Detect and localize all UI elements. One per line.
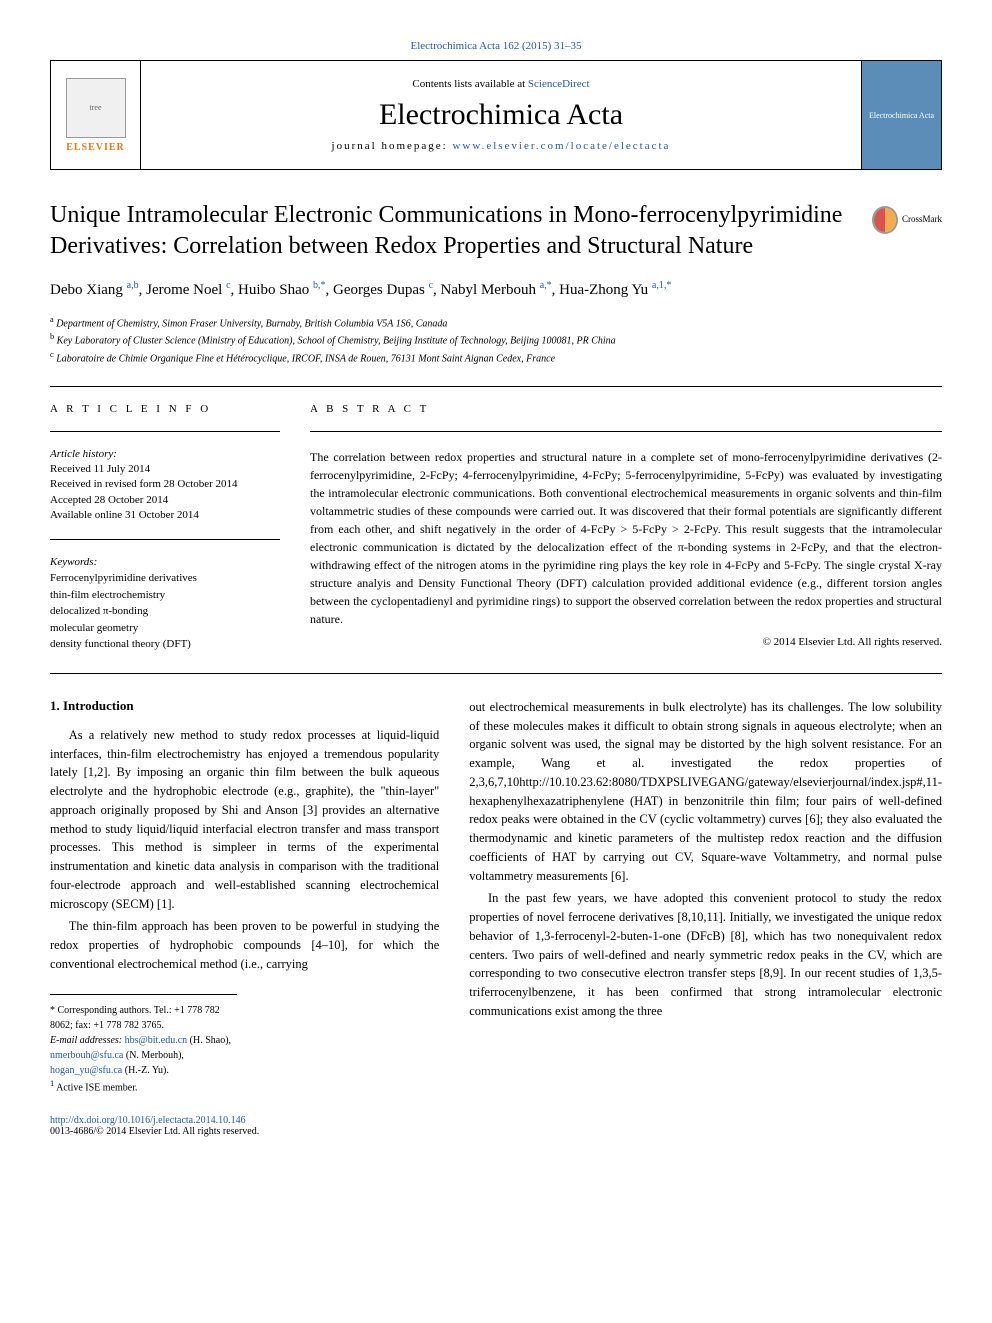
- body-column-left: 1. Introduction As a relatively new meth…: [50, 698, 439, 1095]
- abstract-text: The correlation between redox properties…: [310, 448, 942, 628]
- email-link-3[interactable]: hogan_yu@sfu.ca: [50, 1065, 122, 1076]
- keywords-list: Ferrocenylpyrimidine derivativesthin-fil…: [50, 570, 280, 653]
- body-columns: 1. Introduction As a relatively new meth…: [50, 698, 942, 1095]
- journal-ref-link[interactable]: Electrochimica Acta 162 (2015) 31–35: [410, 40, 581, 52]
- info-divider-2: [50, 539, 280, 540]
- contents-line: Contents lists available at ScienceDirec…: [151, 78, 851, 90]
- journal-reference: Electrochimica Acta 162 (2015) 31–35: [50, 40, 942, 52]
- title-text: Unique Intramolecular Electronic Communi…: [50, 202, 842, 259]
- doi-link[interactable]: http://dx.doi.org/10.1016/j.electacta.20…: [50, 1115, 246, 1126]
- sciencedirect-link[interactable]: ScienceDirect: [528, 78, 590, 90]
- abstract-divider: [310, 431, 942, 432]
- crossmark-icon: [872, 206, 898, 234]
- affiliation-c: c Laboratoire de Chimie Organique Fine e…: [50, 349, 942, 366]
- authors-line: Debo Xiang a,b, Jerome Noel c, Huibo Sha…: [50, 278, 942, 302]
- article-info-heading: A R T I C L E I N F O: [50, 403, 280, 415]
- journal-cover-thumbnail: Electrochimica Acta: [861, 61, 941, 169]
- body-p4: In the past few years, we have adopted t…: [469, 889, 942, 1020]
- corresponding-note: * Corresponding authors. Tel.: +1 778 78…: [50, 1003, 237, 1033]
- crossmark-badge[interactable]: CrossMark: [872, 200, 942, 240]
- affiliation-b: b Key Laboratory of Cluster Science (Min…: [50, 331, 942, 348]
- crossmark-label: CrossMark: [902, 214, 942, 226]
- body-p2: The thin-film approach has been proven t…: [50, 917, 439, 973]
- body-p3: out electrochemical measurements in bulk…: [469, 698, 942, 886]
- footnote-1: 1 Active ISE member.: [50, 1078, 237, 1095]
- article-title: Unique Intramolecular Electronic Communi…: [50, 200, 942, 262]
- divider-bottom: [50, 673, 942, 674]
- email-link-2[interactable]: nmerbouh@sfu.ca: [50, 1050, 123, 1061]
- email-label: E-mail addresses:: [50, 1035, 125, 1046]
- body-p1: As a relatively new method to study redo…: [50, 726, 439, 914]
- journal-title: Electrochimica Acta: [151, 98, 851, 132]
- elsevier-tree-icon: tree: [66, 78, 126, 138]
- history-label: Article history:: [50, 448, 280, 460]
- elsevier-text: ELSEVIER: [66, 142, 125, 153]
- keywords-label: Keywords:: [50, 556, 280, 568]
- abstract-heading: A B S T R A C T: [310, 403, 942, 415]
- email-line-2: hogan_yu@sfu.ca (H.-Z. Yu).: [50, 1063, 237, 1078]
- email-link-1[interactable]: hbs@bit.edu.cn: [125, 1035, 188, 1046]
- section-1-heading: 1. Introduction: [50, 698, 439, 714]
- homepage-line: journal homepage: www.elsevier.com/locat…: [151, 140, 851, 152]
- body-column-right: out electrochemical measurements in bulk…: [469, 698, 942, 1095]
- homepage-label: journal homepage:: [332, 140, 453, 152]
- abstract-copyright: © 2014 Elsevier Ltd. All rights reserved…: [310, 636, 942, 648]
- issn-line: 0013-4686/© 2014 Elsevier Ltd. All right…: [50, 1126, 259, 1137]
- header-center: Contents lists available at ScienceDirec…: [141, 68, 861, 162]
- contents-text: Contents lists available at: [412, 78, 527, 90]
- affiliations: a Department of Chemistry, Simon Fraser …: [50, 314, 942, 366]
- affiliation-a: a Department of Chemistry, Simon Fraser …: [50, 314, 942, 331]
- info-divider-1: [50, 431, 280, 432]
- email-line: E-mail addresses: hbs@bit.edu.cn (H. Sha…: [50, 1033, 237, 1063]
- journal-header: tree ELSEVIER Contents lists available a…: [50, 60, 942, 170]
- elsevier-logo: tree ELSEVIER: [51, 61, 141, 169]
- divider-top: [50, 386, 942, 387]
- abstract-column: A B S T R A C T The correlation between …: [310, 403, 942, 653]
- history-text: Received 11 July 2014Received in revised…: [50, 462, 280, 524]
- article-info-column: A R T I C L E I N F O Article history: R…: [50, 403, 280, 653]
- homepage-link[interactable]: www.elsevier.com/locate/electacta: [452, 140, 670, 152]
- info-abstract-row: A R T I C L E I N F O Article history: R…: [50, 403, 942, 653]
- page-footer: http://dx.doi.org/10.1016/j.electacta.20…: [50, 1115, 942, 1137]
- footnotes: * Corresponding authors. Tel.: +1 778 78…: [50, 994, 237, 1095]
